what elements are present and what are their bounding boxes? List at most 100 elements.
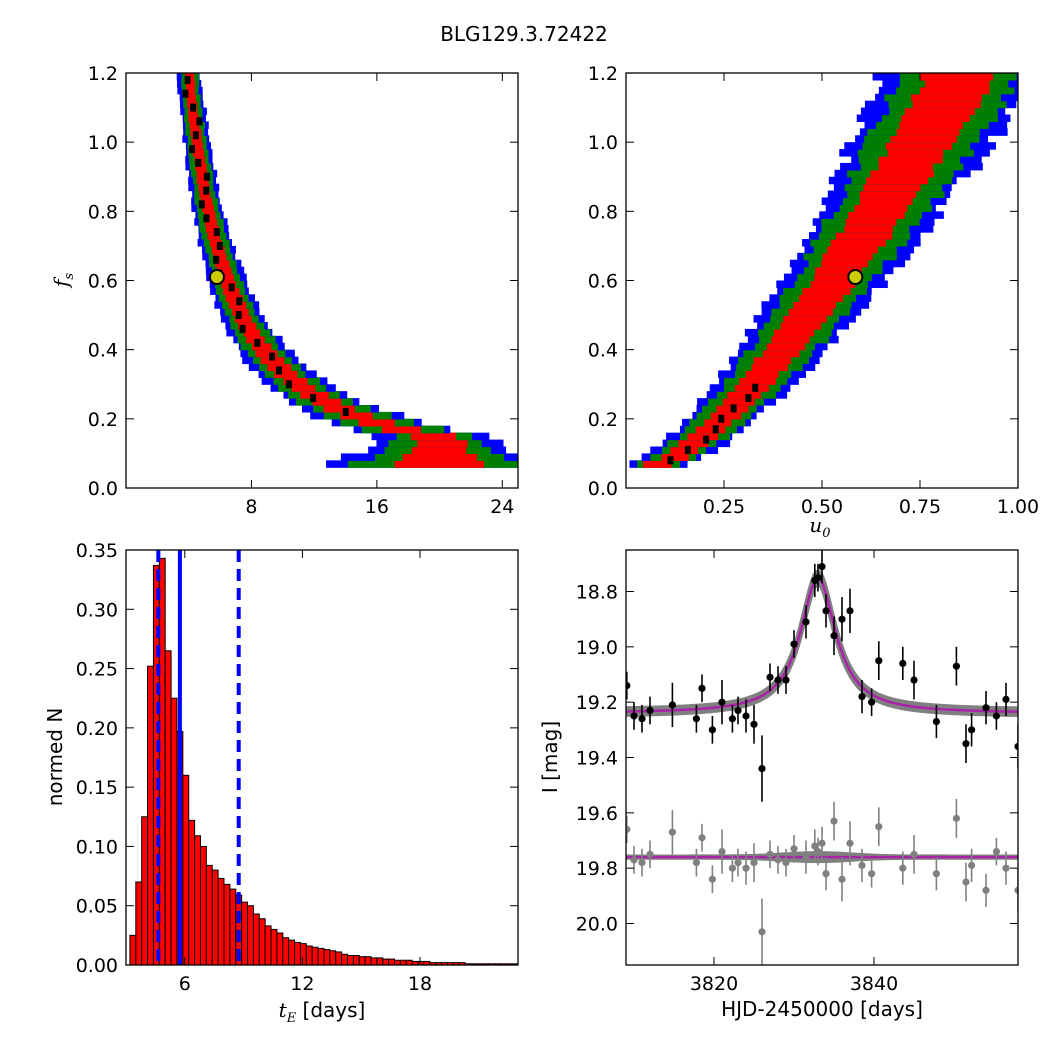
sigma1-region (192, 142, 203, 150)
chain-point (192, 131, 199, 140)
histogram-bar (352, 955, 360, 966)
sigma1-region (802, 287, 851, 295)
chain-point (203, 214, 210, 223)
histogram-bar (211, 869, 219, 966)
sigma1-region (783, 315, 827, 323)
axes: 6 12 18 0.00 0.05 0.10 0.15 0.20 0.25 0.30 0.35 (76, 540, 519, 995)
sigma1-region (904, 107, 975, 116)
residual-point (952, 814, 961, 822)
chain-point (310, 394, 317, 403)
y-axis-label: I [mag] (538, 721, 562, 793)
sigma1-region (762, 349, 800, 358)
sigma1-region (274, 370, 298, 378)
chain-point (213, 228, 220, 237)
residual-point (1014, 886, 1018, 894)
residual-point (846, 839, 854, 847)
data-point (952, 662, 961, 670)
histogram-bar (323, 949, 331, 966)
histogram-bar (346, 955, 354, 966)
y-tick-label: 20.0 (576, 914, 618, 936)
data-point (968, 726, 976, 734)
sigma1-region (863, 183, 921, 192)
sigma1-region (283, 377, 308, 385)
chain-point (745, 394, 752, 403)
axes: 0.25 0.50 0.75 1.00 0.0 0.2 0.4 0.6 0.8 1.0 1.2 (588, 63, 1039, 518)
sigma1-region (845, 218, 897, 226)
sigma1-region (766, 342, 806, 351)
y-tick-label: 0.35 (76, 540, 118, 562)
histogram-bar (258, 918, 266, 966)
y-tick-label: 19.4 (576, 748, 618, 770)
x-tick-label: 18 (408, 973, 432, 995)
chain-point (667, 456, 674, 465)
sigma1-region (323, 405, 355, 413)
data-point (802, 618, 810, 626)
y-tick-label: 19.0 (576, 637, 618, 659)
chain-point (196, 117, 203, 126)
sigma1-region (854, 204, 908, 212)
sigma1-region (678, 439, 709, 448)
figure-title: BLG129.3.72422 (440, 22, 608, 46)
sigma1-region (417, 439, 468, 448)
x-tick-label: 0.25 (703, 496, 745, 518)
sigma1-region (670, 446, 698, 455)
data-point (932, 717, 941, 726)
y-tick-label: 0.00 (76, 955, 118, 977)
x-tick-label: 12 (290, 973, 314, 995)
sigma1-region (878, 162, 933, 171)
sigma1-region (382, 425, 421, 434)
sigma1-region (358, 418, 395, 427)
data-point (718, 698, 726, 706)
data-point (818, 563, 826, 571)
histogram-bar (252, 913, 260, 966)
histogram-bar (199, 845, 207, 966)
residual-point (868, 870, 876, 878)
data-point (758, 764, 766, 773)
y-tick-label: 1.0 (88, 132, 118, 154)
data-point (782, 676, 790, 684)
data-point (962, 740, 970, 748)
sigma1-region (815, 266, 862, 275)
x-tick-label: 6 (179, 973, 191, 995)
histogram-bar (164, 650, 172, 966)
sigma1-region (901, 114, 970, 123)
histogram-bar (247, 905, 254, 966)
sigma1-region (887, 149, 944, 157)
sigma1-region (830, 239, 886, 247)
sigma1-region (188, 114, 199, 123)
sigma1-region (870, 169, 934, 178)
residual-point (698, 834, 706, 842)
chain-point (189, 145, 196, 154)
histogram-bar (264, 925, 272, 966)
sigma1-region (217, 266, 232, 275)
histogram-bar (270, 928, 278, 966)
histogram-bar (317, 947, 325, 966)
data-point (668, 701, 677, 709)
data-point (814, 574, 822, 582)
panel-top-right-fs-vs-u0: 0.25 0.50 0.75 1.00 0.0 0.2 0.4 0.6 0.8 1.0 1.2 u0 (588, 63, 1039, 541)
residual-point (758, 928, 766, 936)
sigma1-region (751, 363, 788, 372)
sigma1-region (204, 211, 216, 219)
residual-point (968, 861, 976, 870)
chain-point (216, 241, 223, 250)
sigma1-region (340, 411, 373, 420)
residual-point (638, 859, 646, 867)
sigma1-region (835, 232, 893, 240)
axes: 3820 3840 18.8 19.0 19.2 19.4 19.6 19.8 20.0 (576, 549, 1019, 995)
y-axis-label: fs (49, 273, 77, 289)
sigma1-region (238, 322, 257, 330)
sigma1-region (844, 225, 893, 233)
sigma1-region (710, 411, 742, 420)
y-tick-label: 18.8 (576, 582, 618, 604)
residual-point (814, 847, 822, 856)
sigma1-region (885, 142, 953, 150)
y-tick-label: 0.25 (76, 659, 118, 681)
histogram-bar (182, 774, 190, 966)
data-point (766, 673, 774, 681)
histogram-bar (135, 881, 143, 966)
histogram-bar (358, 956, 366, 966)
histogram-bar (276, 932, 284, 966)
sigma1-region (745, 370, 779, 378)
